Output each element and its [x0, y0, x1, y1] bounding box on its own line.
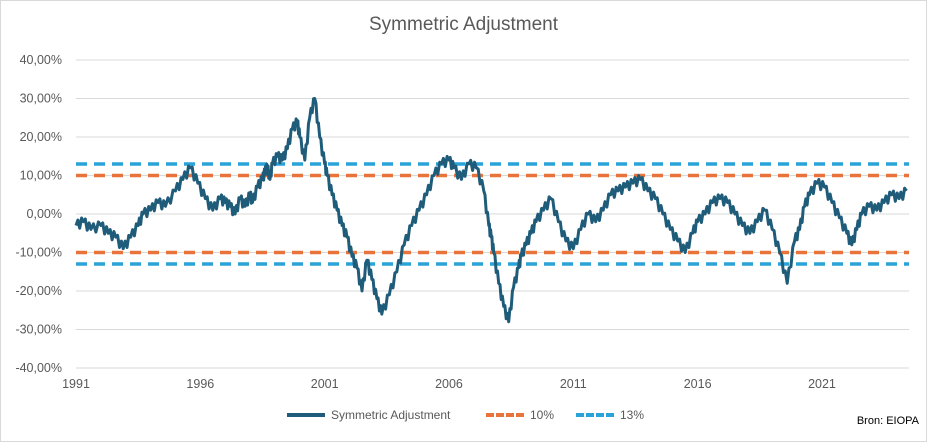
x-tick-label: 2006	[435, 377, 463, 391]
legend-label-10: 10%	[530, 408, 555, 422]
legend-swatch-symmetric-adjustment	[287, 413, 325, 417]
chart-title: Symmetric Adjustment	[369, 14, 558, 35]
x-axis-ticks: 1991 1996 2001 2006 2011 2016 2021	[62, 377, 836, 391]
series-lines	[74, 97, 908, 324]
x-tick-label: 2021	[808, 377, 836, 391]
legend-swatch-10	[486, 413, 524, 417]
y-tick-label: -10,00%	[15, 246, 62, 260]
y-tick-label: 40,00%	[20, 53, 62, 67]
source-note: Bron: EIOPA	[856, 415, 919, 427]
x-tick-label: 1991	[62, 377, 90, 391]
y-axis-ticks: 40,00% 30,00% 20,00% 10,00% 0,00% -10,00% -20,…	[15, 53, 62, 375]
y-tick-label: 0,00%	[27, 207, 62, 221]
legend-item-13: 13%	[576, 408, 644, 422]
x-tick-label: 2011	[560, 377, 587, 391]
legend-item-symmetric-adjustment: Symmetric Adjustment	[287, 408, 450, 422]
x-tick-label: 2016	[684, 377, 712, 391]
legend-label-symmetric-adjustment: Symmetric Adjustment	[331, 408, 451, 422]
legend-label-13: 13%	[620, 408, 645, 422]
gridlines	[76, 59, 909, 369]
y-tick-label: -30,00%	[15, 323, 62, 337]
y-tick-label: -40,00%	[15, 361, 62, 375]
y-tick-label: 30,00%	[20, 92, 62, 106]
legend-swatch-13	[576, 413, 614, 417]
x-tick-label: 1996	[186, 377, 214, 391]
y-tick-label: -20,00%	[15, 284, 62, 298]
legend: Symmetric Adjustment 10% 13%	[0, 408, 927, 428]
legend-item-10: 10%	[486, 408, 554, 422]
y-tick-label: 10,00%	[20, 169, 62, 183]
series-line-symmetric-adjustment	[74, 97, 908, 324]
x-tick-label: 2001	[311, 377, 339, 391]
y-tick-label: 20,00%	[20, 130, 62, 144]
